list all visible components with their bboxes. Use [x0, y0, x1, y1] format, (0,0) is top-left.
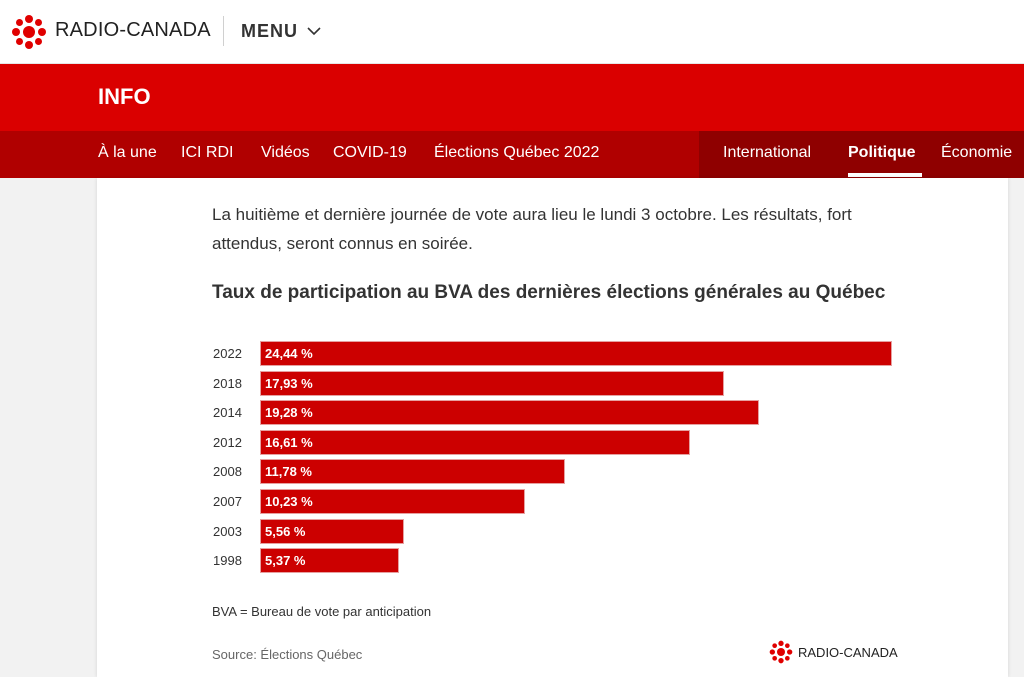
bar-category-label: 2007: [213, 494, 242, 509]
bar: [260, 429, 690, 455]
header-divider: [223, 16, 224, 46]
bar-value-label: 5,37 %: [265, 553, 306, 569]
bar-value-label: 11,78 %: [265, 464, 312, 480]
menu-button[interactable]: MENU: [241, 18, 322, 44]
chart-credit: RADIO-CANADA: [769, 640, 898, 664]
bar-category-label: 2018: [213, 375, 242, 391]
bar: [260, 489, 525, 514]
nav-item-covid-19[interactable]: COVID-19: [333, 144, 407, 161]
radio-canada-logo-icon[interactable]: [11, 14, 47, 50]
nav-item-elections-quebec-2022[interactable]: Élections Québec 2022: [434, 144, 600, 161]
active-tab-indicator: [848, 173, 922, 177]
bar-category-label: 2022: [213, 346, 242, 361]
article-card: La huitième et dernière journée de vote …: [97, 178, 1008, 677]
bar: [260, 548, 399, 574]
bar-category-label: 2003: [213, 523, 242, 539]
bar-category-label: 2014: [213, 405, 242, 421]
menu-label: MENU: [241, 20, 298, 41]
bar: [260, 400, 759, 426]
bar-category-label: 1998: [213, 553, 242, 569]
bar-value-label: 5,56 %: [265, 523, 306, 539]
bar-chart: 2022 24,44 % 2018 17,93 % 2014 19,28 % 2012 16,…: [207, 338, 907, 583]
bar-value-label: 10,23 %: [265, 494, 313, 509]
section-title[interactable]: INFO: [98, 84, 151, 109]
bar-value-label: 17,93 %: [265, 375, 313, 391]
brand-name[interactable]: RADIO-CANADA: [55, 19, 211, 41]
chart-source: Source: Élections Québec: [212, 647, 363, 662]
bar-category-label: 2012: [213, 434, 242, 450]
bar: [260, 370, 724, 396]
credit-brand: RADIO-CANADA: [798, 644, 898, 660]
nav-item-ici-rdi[interactable]: ICI RDI: [181, 144, 234, 161]
bar-value-label: 19,28 %: [265, 405, 313, 421]
chart-note: BVA = Bureau de vote par anticipation: [212, 604, 432, 619]
nav-item-international[interactable]: International: [723, 144, 812, 161]
bar-value-label: 24,44 %: [265, 346, 313, 361]
chart-title: Taux de participation au BVA des dernièr…: [212, 282, 886, 303]
bar: [260, 459, 565, 485]
article-paragraph: La huitième et dernière journée de vote …: [212, 205, 852, 253]
nav-item-politique[interactable]: Politique: [848, 144, 916, 161]
radio-canada-logo-icon: [769, 640, 793, 664]
nav-secondary-bg: [699, 131, 1024, 178]
bar: [260, 518, 404, 544]
section-nav: À la une ICI RDI Vidéos COVID-19 Électio…: [0, 131, 1024, 178]
site-header: RADIO-CANADA MENU: [0, 0, 1024, 64]
bar: [260, 341, 892, 366]
section-bar: INFO: [0, 64, 1024, 131]
nav-item-economie[interactable]: Économie: [941, 144, 1013, 161]
nav-item-videos[interactable]: Vidéos: [261, 144, 310, 161]
bar-value-label: 16,61 %: [265, 434, 313, 450]
bar-category-label: 2008: [213, 464, 242, 480]
chevron-down-icon: [307, 27, 321, 36]
nav-item-a-la-une[interactable]: À la une: [98, 144, 157, 161]
